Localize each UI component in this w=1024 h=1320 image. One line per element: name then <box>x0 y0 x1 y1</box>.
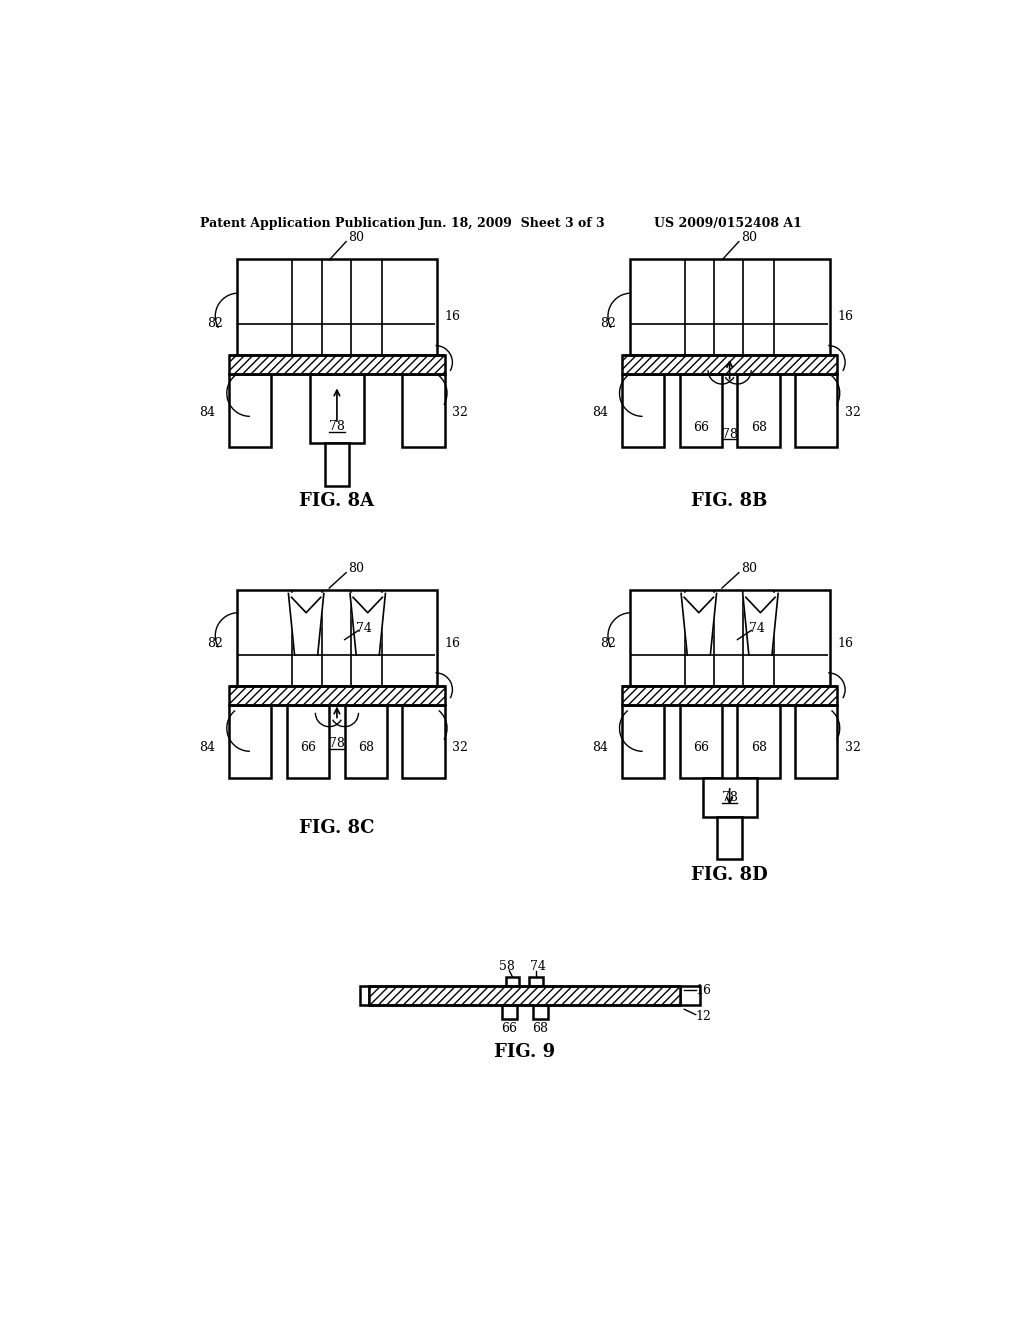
Text: 16: 16 <box>695 983 712 997</box>
Text: 74: 74 <box>749 622 765 635</box>
Bar <box>737 705 779 779</box>
Text: 80: 80 <box>348 561 365 574</box>
Bar <box>506 977 519 986</box>
Text: 58: 58 <box>499 961 515 973</box>
Text: 84: 84 <box>592 407 608 418</box>
Bar <box>229 686 444 705</box>
Text: 66: 66 <box>693 741 710 754</box>
Bar <box>795 374 838 447</box>
Bar <box>680 374 722 447</box>
Bar <box>795 705 838 779</box>
Text: FIG. 9: FIG. 9 <box>495 1043 555 1060</box>
Text: 80: 80 <box>741 561 757 574</box>
Text: 32: 32 <box>453 741 468 754</box>
Text: 80: 80 <box>348 231 365 244</box>
Bar <box>229 374 271 447</box>
Text: 12: 12 <box>695 1010 712 1023</box>
Bar <box>287 705 330 779</box>
Bar <box>229 705 271 779</box>
Text: 78: 78 <box>329 737 345 750</box>
Bar <box>622 374 665 447</box>
Bar <box>702 779 757 817</box>
Text: 16: 16 <box>838 638 853 649</box>
Bar <box>737 374 779 447</box>
Text: FIG. 8B: FIG. 8B <box>691 492 768 510</box>
Text: 82: 82 <box>207 638 223 649</box>
Bar <box>532 1006 548 1019</box>
Bar <box>237 590 437 686</box>
Text: 84: 84 <box>200 407 216 418</box>
Text: 78: 78 <box>722 428 737 441</box>
Bar <box>502 1006 517 1019</box>
Text: 16: 16 <box>444 310 461 323</box>
Text: 82: 82 <box>207 317 223 330</box>
Text: Patent Application Publication: Patent Application Publication <box>200 218 416 231</box>
Text: 80: 80 <box>741 231 757 244</box>
Text: Jun. 18, 2009  Sheet 3 of 3: Jun. 18, 2009 Sheet 3 of 3 <box>419 218 606 231</box>
Text: 32: 32 <box>845 407 861 418</box>
Text: 68: 68 <box>532 1022 548 1035</box>
Text: 32: 32 <box>453 407 468 418</box>
Text: 68: 68 <box>751 741 767 754</box>
Bar <box>717 817 742 859</box>
Text: 74: 74 <box>356 622 372 635</box>
Text: 84: 84 <box>592 741 608 754</box>
Text: 84: 84 <box>200 741 216 754</box>
Bar <box>630 259 829 355</box>
Bar <box>237 259 437 355</box>
Text: 68: 68 <box>751 421 767 434</box>
Bar <box>360 986 370 1006</box>
Text: 66: 66 <box>502 1022 517 1035</box>
Text: 82: 82 <box>600 638 615 649</box>
Text: 66: 66 <box>300 741 316 754</box>
Text: 16: 16 <box>838 310 853 323</box>
Bar <box>528 977 543 986</box>
Text: 16: 16 <box>444 638 461 649</box>
Bar <box>325 444 349 486</box>
Bar <box>402 705 444 779</box>
Polygon shape <box>289 594 324 655</box>
Text: 78: 78 <box>329 420 345 433</box>
Text: 32: 32 <box>845 741 861 754</box>
Bar <box>630 590 829 686</box>
Polygon shape <box>742 594 778 655</box>
Bar <box>402 374 444 447</box>
Text: FIG. 8A: FIG. 8A <box>299 492 375 510</box>
Polygon shape <box>350 594 385 655</box>
Text: FIG. 8D: FIG. 8D <box>691 866 768 883</box>
Text: 82: 82 <box>600 317 615 330</box>
Polygon shape <box>681 594 717 655</box>
Bar <box>370 986 680 1006</box>
Text: US 2009/0152408 A1: US 2009/0152408 A1 <box>654 218 802 231</box>
Bar <box>622 705 665 779</box>
Bar <box>622 355 838 374</box>
Text: 66: 66 <box>693 421 710 434</box>
Bar <box>229 355 444 374</box>
Bar <box>622 686 838 705</box>
Text: 74: 74 <box>530 961 546 973</box>
Text: FIG. 8C: FIG. 8C <box>299 820 375 837</box>
Bar <box>345 705 387 779</box>
Bar <box>680 986 699 1006</box>
Text: 78: 78 <box>722 791 737 804</box>
Bar <box>310 374 364 444</box>
Bar <box>680 705 722 779</box>
Text: 68: 68 <box>358 741 374 754</box>
